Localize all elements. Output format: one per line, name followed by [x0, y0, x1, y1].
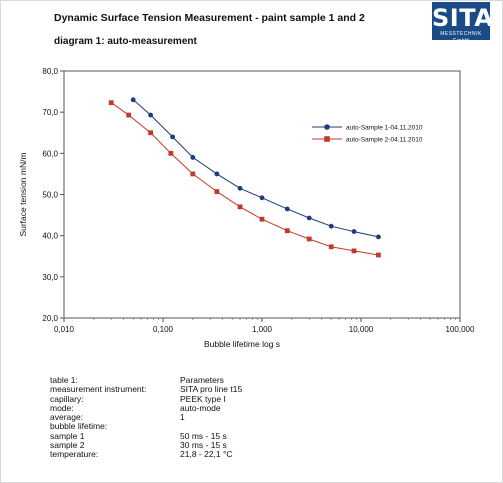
plot-border — [63, 70, 461, 319]
series-point — [108, 100, 114, 106]
x-tick-label: 1,000 — [252, 325, 273, 334]
series-point — [259, 216, 265, 222]
legend-marker — [324, 124, 330, 130]
y-tick-label: 80,0 — [42, 67, 58, 76]
legend: auto-Sample 1-04.11.2010 auto-Sample 2-04… — [312, 124, 423, 144]
series-point — [284, 206, 290, 212]
series-point — [148, 112, 154, 118]
series-point — [284, 228, 290, 234]
table-key: capillary: — [50, 393, 84, 404]
x-tick-label: 0,010 — [54, 325, 75, 334]
x-tick-label: 10,000 — [349, 325, 374, 334]
table-key: temperature: — [50, 449, 99, 460]
series-point — [259, 195, 265, 201]
series-point — [130, 97, 136, 103]
table-key: mode: — [50, 402, 74, 413]
series-point — [351, 229, 357, 234]
series-point — [170, 134, 175, 140]
y-tick-label: 70,0 — [42, 108, 58, 117]
table-value: auto-mode — [180, 402, 221, 413]
legend-label: auto-Sample 2-04.11.2010 — [346, 137, 423, 144]
series-point — [351, 248, 357, 254]
table-key: table 1: — [50, 375, 78, 385]
series-point — [214, 171, 220, 177]
series-line — [132, 99, 379, 238]
series-point — [148, 130, 154, 136]
y-tick-label: 60,0 — [42, 149, 58, 158]
table-key: bubble lifetime: — [50, 421, 108, 432]
table-value: Parameters — [180, 375, 224, 385]
series-point — [328, 244, 334, 250]
x-axis-label: Bubble lifetime log s — [204, 339, 280, 349]
table-value: 50 ms - 15 s — [180, 430, 227, 441]
series-point — [126, 112, 132, 118]
axes: 0,010 0,100 1,000 10,000 100,000 20,0 30,0 40,0… — [18, 67, 475, 349]
table-value: 1 — [180, 412, 185, 423]
table-value: 30 ms - 15 s — [180, 440, 227, 451]
table-key: measurement instrument: — [50, 384, 147, 395]
y-tick-label: 50,0 — [42, 191, 58, 200]
series-point — [214, 189, 220, 195]
table-value: 21,8 - 22,1 °C — [180, 449, 233, 460]
x-tick-label: 100,000 — [446, 325, 475, 334]
chart-area: 0,010 0,100 1,000 10,000 100,000 20,0 30,0 40,0… — [18, 67, 475, 349]
table-value: PEEK type I — [180, 393, 226, 404]
logo-subtext: MESSTECHNIK GmbH — [440, 31, 482, 44]
y-tick-label: 30,0 — [42, 273, 58, 282]
series-point — [328, 223, 334, 229]
table-key: sample 1 — [50, 430, 85, 441]
y-tick-label: 20,0 — [42, 314, 58, 323]
series-point — [306, 236, 312, 242]
series-point — [190, 171, 196, 177]
table-key: average: — [50, 412, 84, 423]
series-point — [237, 204, 243, 210]
series-point — [190, 155, 196, 160]
y-tick-label: 40,0 — [42, 232, 58, 241]
series-point — [168, 150, 174, 156]
series-point — [376, 234, 381, 240]
series-group — [108, 97, 381, 258]
series-point — [237, 185, 243, 191]
y-axis-label: Surface tension mN/m — [18, 152, 28, 236]
series-point — [376, 252, 381, 258]
table-value: SITA pro line t15 — [180, 384, 243, 395]
x-tick-label: 0,100 — [153, 325, 174, 334]
sita-logo: SITA MESSTECHNIK GmbH — [432, 2, 494, 44]
chart-title: Dynamic Surface Tension Measurement - pa… — [54, 12, 365, 24]
series-line — [110, 102, 379, 256]
logo-text: SITA — [432, 4, 494, 32]
legend-label: auto-Sample 1-04.11.2010 — [346, 125, 423, 132]
series-point — [306, 215, 312, 221]
legend-marker — [324, 136, 330, 142]
table-key: sample 2 — [50, 440, 85, 451]
chart-subtitle: diagram 1: auto-measurement — [54, 36, 197, 47]
